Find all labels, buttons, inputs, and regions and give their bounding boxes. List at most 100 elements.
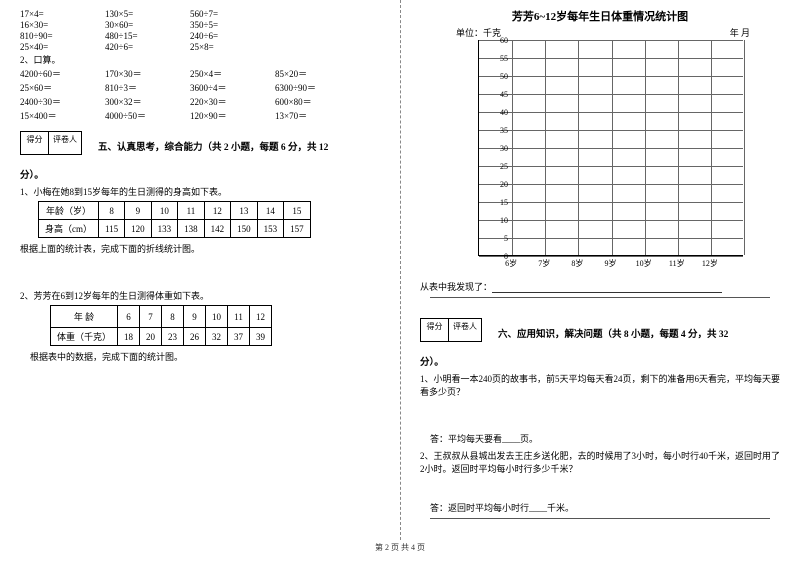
blank-underline [492,283,722,293]
x-tick-label: 12岁 [702,258,718,269]
td: 18 [118,328,140,346]
x-tick-label: 9岁 [605,258,617,269]
td: 23 [162,328,184,346]
cell: 300×32＝ [105,95,190,108]
td: 20 [140,328,162,346]
th: 9 [184,306,206,328]
y-tick-label: 15 [488,198,508,207]
th: 10 [151,202,178,220]
th: 年 龄 [51,306,118,328]
th: 7 [140,306,162,328]
td: 37 [228,328,250,346]
right-column: 芳芳6~12岁每年生日体重情况统计图 单位：千克 年 月 60555045403… [400,0,800,540]
oral-block: 4200÷60＝170×30＝250×4＝85×20＝ 25×60＝810÷3＝… [20,67,380,122]
section-6-tail: 分）。 [420,358,444,368]
td: 138 [178,220,205,238]
cell: 2400÷30＝ [20,95,105,108]
cell: 16×30= [20,20,105,30]
y-tick-label: 10 [488,216,508,225]
q2-text: 2、芳芳在6到12岁每年的生日测得体重如下表。 [20,289,380,302]
cell: 17×4= [20,9,105,19]
y-tick-label: 5 [488,234,508,243]
cell: 420÷6= [105,42,190,52]
y-tick-label: 60 [488,36,508,45]
x-tick-label: 8岁 [571,258,583,269]
section-5-tail: 分）。 [20,171,44,181]
cell: 810÷3＝ [105,81,190,94]
column-divider [400,0,401,540]
td: 39 [250,328,272,346]
grader-label: 评卷人 [449,319,481,341]
td: 142 [204,220,231,238]
score-box-5: 得分 评卷人 [20,131,82,155]
date-label: 年 月 [730,26,750,39]
cell: 15×400＝ [20,109,105,122]
th: 15 [284,202,311,220]
cell: 480÷15= [105,31,190,41]
td: 153 [257,220,284,238]
y-tick-label: 25 [488,162,508,171]
cell: 25×40= [20,42,105,52]
td: 150 [231,220,258,238]
chart-title: 芳芳6~12岁每年生日体重情况统计图 [420,8,780,24]
th: 11 [228,306,250,328]
left-column: 17×4=130×5=560÷7= 16×30=30×60=350÷5= 810… [0,0,400,540]
td: 133 [151,220,178,238]
chart: 单位：千克 年 月 605550454035302520151050 6岁7岁8… [430,26,780,276]
th: 10 [206,306,228,328]
cell: 6300÷90＝ [275,81,360,94]
score-label: 得分 [21,132,49,154]
td: 120 [125,220,152,238]
finding-line: 从表中我发现了： [420,280,780,293]
answer-2: 答：返回时平均每小时行____千米。 [430,501,780,514]
section-5-title: 五、认真思考，综合能力（共 2 小题，每题 6 分，共 12 [98,143,328,153]
cell: 600×80＝ [275,95,360,108]
cell: 4200÷60＝ [20,67,105,80]
y-tick-label: 40 [488,108,508,117]
cell: 220×30＝ [190,95,275,108]
th: 12 [250,306,272,328]
y-tick-label: 55 [488,54,508,63]
td: 26 [184,328,206,346]
oral-label: 2、口算。 [20,53,380,66]
score-label: 得分 [421,319,449,341]
cell: 30×60= [105,20,190,30]
th: 6 [118,306,140,328]
cell: 240÷6= [190,31,275,41]
problem-1: 1、小明看一本240页的故事书，前5天平均每天看24页，剩下的准备用6天看完，平… [420,372,780,398]
q1-note: 根据上面的统计表，完成下面的折线统计图。 [20,242,380,255]
grader-label: 评卷人 [49,132,81,154]
chart-grid [478,40,743,256]
q2-note: 根据表中的数据，完成下面的统计图。 [30,350,380,363]
finding-label: 从表中我发现了： [420,282,492,292]
th: 14 [257,202,284,220]
section-6-title: 六、应用知识，解决问题（共 8 小题，每题 4 分，共 32 [498,330,728,340]
cell: 120×90＝ [190,109,275,122]
cell: 85×20＝ [275,67,360,80]
answer-1: 答：平均每天要看____页。 [430,432,780,445]
cell: 130×5= [105,9,190,19]
cell: 250×4＝ [190,67,275,80]
th: 11 [178,202,205,220]
y-tick-label: 20 [488,180,508,189]
problem-2: 2、王叔叔从县城出发去王庄乡送化肥，去的时候用了3小时，每小时行40千米，返回时… [420,449,780,475]
cell: 560÷7= [190,9,275,19]
cell: 25×8= [190,42,275,52]
cell: 350÷5= [190,20,275,30]
cell: 13×70＝ [275,109,360,122]
q1-text: 1、小梅在她8到15岁每年的生日测得的身高如下表。 [20,185,380,198]
td: 身高（cm） [39,220,99,238]
th: 年龄（岁） [39,202,99,220]
y-tick-label: 45 [488,90,508,99]
cell: 3600÷4＝ [190,81,275,94]
td: 32 [206,328,228,346]
y-tick-label: 50 [488,72,508,81]
th: 9 [125,202,152,220]
cell: 170×30＝ [105,67,190,80]
score-box-6: 得分 评卷人 [420,318,482,342]
th: 13 [231,202,258,220]
mult-block: 17×4=130×5=560÷7= 16×30=30×60=350÷5= 810… [20,9,380,52]
y-tick-label: 30 [488,144,508,153]
x-tick-label: 7岁 [538,258,550,269]
th: 8 [162,306,184,328]
